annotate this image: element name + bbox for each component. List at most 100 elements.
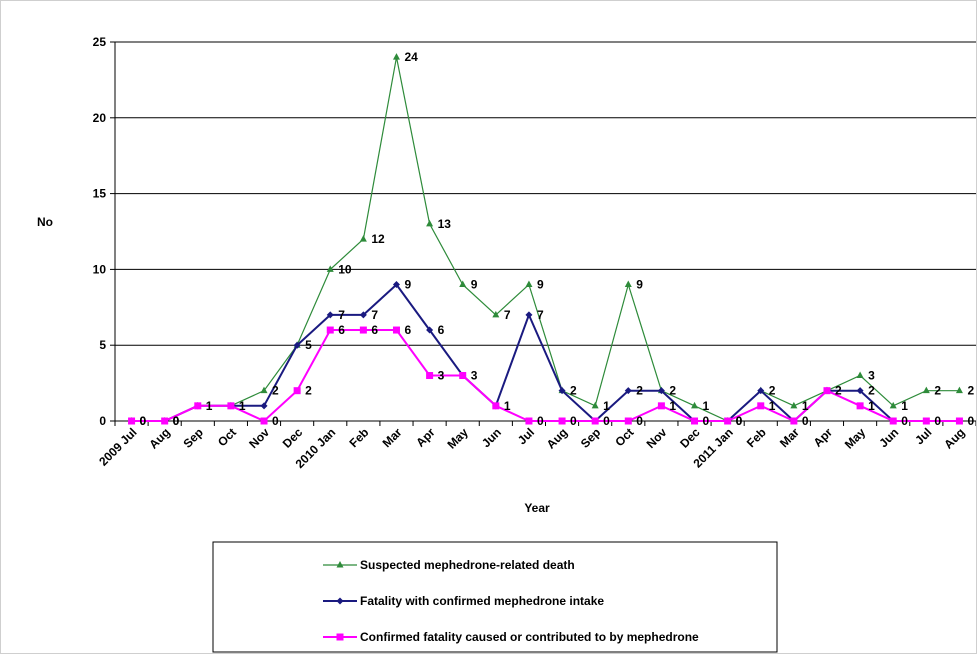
x-tick-label: Apr [811,425,836,450]
series-layer [128,53,963,425]
data-label-series-1: 0 [140,414,147,428]
x-tick-label: Dec [280,425,306,451]
data-point-series-3 [823,387,831,395]
y-tick-label: 5 [99,338,106,352]
data-point-series-1 [691,401,699,409]
legend-entry-2: Fatality with confirmed mephedrone intak… [360,594,604,608]
data-label-series-3: 1 [504,399,511,413]
data-label-series-3: 0 [736,414,743,428]
data-point-series-3 [591,417,599,425]
x-tick-label: Feb [346,425,371,450]
data-label-series-1: 24 [404,50,418,64]
x-tick-label: Jun [876,425,901,450]
data-label-series-3: 3 [471,369,478,383]
data-point-series-3 [426,372,434,380]
data-point-series-2 [260,402,268,410]
data-point-series-1 [326,265,334,272]
data-label-series-1: 2 [835,384,842,398]
data-label-series-3: 3 [438,369,445,383]
data-point-series-2 [426,326,434,334]
data-label-series-3: 0 [570,414,577,428]
data-label-series-1: 10 [338,262,352,276]
data-label-series-1: 9 [636,278,643,292]
x-tick-label: Jun [479,425,504,450]
data-point-series-3 [558,417,566,425]
data-label-series-3: 6 [338,323,345,337]
data-point-series-2 [757,387,765,395]
legend-entry-1: Suspected mephedrone-related death [360,558,575,572]
x-tick-label: Mar [777,425,802,450]
data-point-series-3 [128,417,136,425]
y-tick-label: 10 [93,262,107,276]
data-label-series-1: 9 [537,278,544,292]
data-point-series-3 [691,417,699,425]
x-tick-label: Mar [380,425,405,450]
x-axis-title: Year [524,501,550,515]
data-point-series-1 [856,371,864,379]
x-tick-label: Oct [215,425,239,449]
data-point-series-3 [922,417,930,425]
x-tick-label: Aug [146,425,172,451]
data-label-series-3: 0 [967,414,974,428]
data-label-series-1: 2 [934,384,941,398]
data-label-series-3: 0 [802,414,809,428]
x-tick-label: Aug [544,425,570,451]
data-point-series-1 [260,386,268,394]
data-label-series-1: 1 [239,399,246,413]
data-point-series-2 [558,387,566,395]
data-point-series-1 [790,401,798,409]
data-label-series-2: 6 [438,323,445,337]
data-point-series-3 [459,372,467,380]
data-label-series-1: 2 [769,384,776,398]
x-tick-label: Aug [941,425,967,451]
data-label-series-1: 0 [736,414,743,428]
data-label-series-1: 9 [471,278,478,292]
data-label-series-1: 13 [438,217,452,231]
y-tick-label: 0 [99,414,106,428]
data-point-series-3 [359,326,367,334]
data-point-series-3 [293,387,301,395]
data-label-series-1: 3 [868,369,875,383]
data-point-series-1 [624,280,632,288]
x-tick-label: Feb [744,425,769,450]
data-point-series-3 [624,417,632,425]
data-label-series-2: 2 [868,384,875,398]
data-label-series-3: 0 [636,414,643,428]
data-label-series-3: 6 [371,323,378,337]
data-label-series-3: 0 [934,414,941,428]
data-label-series-1: 1 [802,399,809,413]
data-label-series-2: 5 [305,338,312,352]
legend-swatch-marker [336,633,344,641]
data-point-series-1 [459,280,467,288]
data-label-series-1: 1 [901,399,908,413]
data-label-series-3: 1 [669,399,676,413]
data-point-series-3 [161,417,169,425]
data-label-series-3: 0 [901,414,908,428]
data-label-series-1: 7 [504,308,511,322]
data-label-series-2: 9 [404,278,411,292]
data-label-series-3: 0 [703,414,710,428]
data-point-series-3 [392,326,400,334]
data-label-series-3: 0 [537,414,544,428]
data-label-series-3: 0 [272,414,279,428]
x-tick-label: Sep [578,425,603,450]
data-label-series-2: 7 [371,308,378,322]
data-point-series-1 [955,386,963,394]
data-point-series-1 [492,310,500,318]
legend: Suspected mephedrone-related death Fatali… [212,541,778,653]
data-point-series-2 [326,311,334,319]
data-point-series-3 [657,402,665,410]
data-point-series-3 [856,402,864,410]
legend-items: Suspected mephedrone-related death Fatali… [323,558,699,644]
x-tick-label: Nov [246,425,272,451]
data-point-series-1 [591,401,599,409]
data-label-series-1: 2 [272,384,279,398]
data-point-series-1 [359,235,367,242]
data-label-series-3: 2 [305,384,312,398]
data-point-series-1 [392,53,400,60]
x-tick-label: Dec [677,425,703,451]
data-point-series-2 [359,311,367,319]
data-point-series-3 [889,417,897,425]
